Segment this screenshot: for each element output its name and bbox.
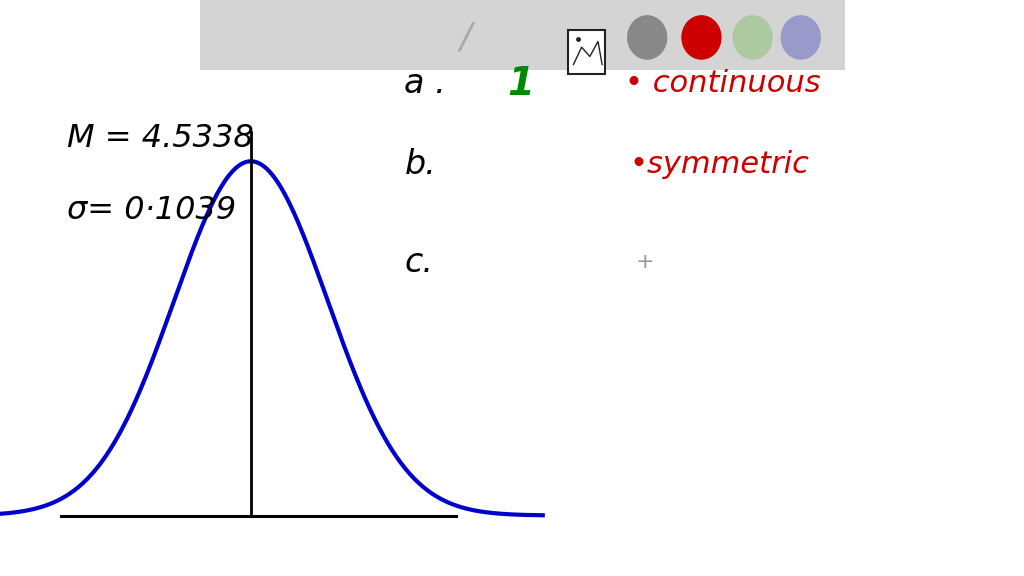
Text: +: + [636, 252, 654, 272]
Ellipse shape [781, 16, 820, 59]
Ellipse shape [628, 16, 667, 59]
Text: a .: a . [404, 67, 446, 100]
Text: b.: b. [404, 147, 436, 181]
FancyBboxPatch shape [568, 30, 605, 74]
Text: M = 4.5338: M = 4.5338 [67, 123, 253, 154]
Ellipse shape [682, 16, 721, 59]
Text: • continuous: • continuous [625, 69, 820, 98]
FancyBboxPatch shape [200, 0, 845, 70]
Text: σ= 0·1039: σ= 0·1039 [67, 195, 236, 226]
Text: •symmetric: •symmetric [630, 150, 810, 179]
Ellipse shape [733, 16, 772, 59]
Text: c.: c. [404, 245, 433, 279]
Text: 1: 1 [507, 65, 534, 103]
Text: /: / [460, 20, 472, 55]
